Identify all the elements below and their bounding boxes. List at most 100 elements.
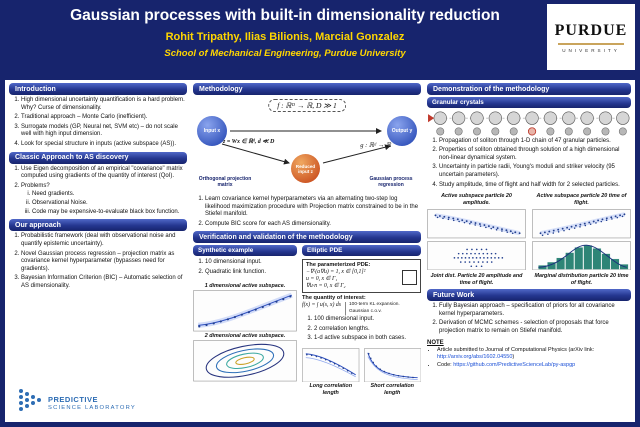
list-item: 10 dimensional input.	[205, 259, 297, 267]
granular-crystals-header: Granular crystals	[427, 97, 631, 108]
caption-time-of-flight: Active subspace particle 20 time of flig…	[536, 193, 627, 206]
purdue-university-label: UNIVERSITY	[562, 47, 620, 53]
classic-problems-sublist: Need gradients. Observational Noise. Cod…	[21, 191, 187, 216]
note-article-text: Article submitted to Journal of Computat…	[437, 346, 595, 353]
purdue-gold-rule	[558, 42, 624, 45]
our-approach-header: Our approach	[9, 219, 187, 232]
classic-approach-list: Use Eigen decomposition of an empirical …	[9, 166, 187, 217]
note-title: NOTE	[427, 339, 444, 346]
poster-title: Gaussian processes with built-in dimensi…	[70, 7, 500, 24]
poster-header: Gaussian processes with built-in dimensi…	[5, 4, 635, 78]
caption-marginal-distribution: Marginal distribution particle 20 time o…	[534, 273, 629, 286]
note-list: Article submitted to Journal of Computat…	[427, 347, 631, 369]
plot-joint-distribution	[427, 240, 526, 270]
section-demonstration: Demonstration of the methodology Granula…	[427, 83, 631, 289]
list-item: Look for special structure in inputs (ac…	[21, 141, 187, 149]
diagram-node-input: Input x	[197, 116, 227, 146]
pde-notes: 100-term KL expansion. Gaussian c.o.v.	[344, 302, 400, 315]
demonstration-plots-grid: Active subspace particle 20 amplitude. A…	[427, 192, 631, 287]
caption-short-correlation: Short correlation length	[370, 383, 414, 396]
poster-body: Introduction High dimensional uncertaint…	[5, 80, 635, 422]
note-article-text-end: )	[512, 353, 515, 360]
list-item: Need gradients.	[32, 191, 187, 199]
list-item: Surrogate models (GP, Neural net, SVM et…	[21, 124, 187, 139]
poster-affiliation: School of Mechanical Engineering, Purdue…	[164, 48, 406, 59]
verification-row: Synthetic example 10 dimensional input. …	[193, 245, 421, 419]
plot-long-correlation	[302, 347, 360, 383]
qoi-equation: f(x) = ∫ u(s, x) ds	[302, 302, 341, 309]
column-right: Demonstration of the methodology Granula…	[427, 83, 631, 419]
column-middle: Methodology Input x Output y	[193, 83, 421, 419]
diagram-node-output: Output y	[387, 116, 417, 146]
list-item: Novel Gaussian process regression – proj…	[21, 251, 187, 274]
caption-1d-active-subspace: 1 dimensional active subspace.	[204, 282, 286, 289]
psl-line2: SCIENCE LABORATORY	[48, 404, 136, 411]
section-note: NOTE Article submitted to Journal of Com…	[427, 339, 631, 370]
pde-eq-2: u = 0, x ∈ Γ₁	[306, 276, 338, 283]
plot-marginal-distribution	[532, 240, 631, 270]
section-classic-approach: Classic Approach to AS discovery Use Eig…	[9, 151, 187, 220]
diagram-formula-f: f : ℝᴰ → ℝ, D ≫ 1	[268, 99, 346, 112]
section-future-work: Future Work Fully Bayesian approach – sp…	[427, 289, 631, 338]
caption-amplitude: Active subspace particle 20 amplitude.	[441, 193, 512, 206]
future-work-header: Future Work	[427, 289, 631, 302]
section-elliptic-pde: Elliptic PDE The parameterized PDE: −∇·(…	[302, 245, 421, 419]
elliptic-pde-header: Elliptic PDE	[302, 245, 421, 257]
list-item: Properties of soliton obtained through s…	[439, 147, 631, 162]
future-work-list: Fully Bayesian approach – specification …	[427, 303, 631, 335]
list-item: Quadratic link function.	[205, 269, 297, 277]
diagram-formula-g: g : ℝᵈ → ℝ	[360, 142, 391, 149]
arxiv-link[interactable]: http://arxiv.org/abs/1602.04550	[437, 353, 513, 360]
synthetic-list: 10 dimensional input. Quadratic link fun…	[193, 259, 297, 278]
pde-note-cov: Gaussian c.o.v.	[348, 308, 382, 314]
list-item: Study amplitude, time of flight and half…	[439, 182, 631, 190]
pde-eq-3: ∇u·n = 0, x ∈ Γ₂	[306, 283, 346, 290]
header-text-block: Gaussian processes with built-in dimensi…	[45, 7, 525, 59]
list-item: Problems? Need gradients. Observational …	[21, 183, 187, 216]
diagram-label-gp-regression: Gaussian process regression	[369, 176, 413, 188]
section-our-approach: Our approach Probabilistic framework (de…	[9, 219, 187, 293]
methodology-header: Methodology	[193, 83, 421, 95]
column-left: Introduction High dimensional uncertaint…	[9, 83, 187, 419]
pde-note-kl: 100-term KL expansion.	[348, 302, 400, 308]
introduction-list: High dimensional uncertainty quantificat…	[9, 97, 187, 149]
diagram-node-reduced-input: Reduced input z	[291, 154, 320, 183]
introduction-header: Introduction	[9, 83, 187, 95]
psl-line1: PREDICTIVE	[48, 394, 99, 404]
diagram-label-projection: Orthogonal projection matrix	[198, 176, 252, 188]
list-item: Learn covariance kernel hyperparameters …	[205, 196, 421, 219]
list-item-text: Problems?	[21, 182, 50, 189]
list-item: Code may be expensive-to-evaluate black …	[32, 209, 187, 217]
github-link[interactable]: https://github.com/PredictiveScienceLab/…	[453, 361, 576, 368]
list-item: Bayesian Information Criterion (BIC) – A…	[21, 275, 187, 290]
caption-joint-distribution: Joint dist. Particle 20 amplitude and ti…	[430, 273, 523, 286]
plot-amplitude-active-subspace	[427, 209, 526, 239]
pde-equation-box: The parameterized PDE: −∇·(a∇u) = 1, x ∈…	[302, 259, 421, 294]
psl-text-block: PREDICTIVE SCIENCE LABORATORY	[48, 395, 136, 411]
our-approach-list: Probabilistic framework (deal with obser…	[9, 233, 187, 290]
list-item: Uncertainty in particle radii, Young's m…	[439, 164, 631, 179]
list-item: Article submitted to Journal of Computat…	[437, 347, 631, 361]
qoi-label: The quantity of interest:	[302, 295, 366, 302]
pde-domain-sketch	[402, 270, 417, 286]
purdue-wordmark: PURDUE	[554, 21, 628, 39]
list-item: Code: https://github.com/PredictiveScien…	[437, 362, 631, 369]
pde-label: The parameterized PDE:	[306, 262, 371, 269]
purdue-logo: PURDUE UNIVERSITY	[547, 4, 635, 70]
elliptic-list: 100 dimensional input. 2 correlation len…	[302, 316, 421, 345]
list-item: Compute BIC score for each AS dimensiona…	[205, 221, 421, 229]
poster-authors: Rohit Tripathy, Ilias Bilionis, Marcial …	[165, 31, 405, 43]
section-introduction: Introduction High dimensional uncertaint…	[9, 83, 187, 152]
demonstration-list: Propagation of soliton through 1-D chain…	[427, 138, 631, 190]
demonstration-header: Demonstration of the methodology	[427, 83, 631, 95]
section-methodology: Methodology Input x Output y	[193, 83, 421, 231]
list-item: Use Eigen decomposition of an empirical …	[21, 166, 187, 181]
list-item: Propagation of soliton through 1-D chain…	[439, 138, 631, 146]
diagram-arrows	[221, 128, 391, 165]
plot-2d-active-subspace	[193, 340, 297, 382]
list-item: 1-d active subspace in both cases.	[314, 335, 421, 343]
list-item: High dimensional uncertainty quantificat…	[21, 97, 187, 112]
list-item: 100 dimensional input.	[314, 316, 421, 324]
psl-logo: PREDICTIVE SCIENCE LABORATORY	[9, 385, 187, 419]
